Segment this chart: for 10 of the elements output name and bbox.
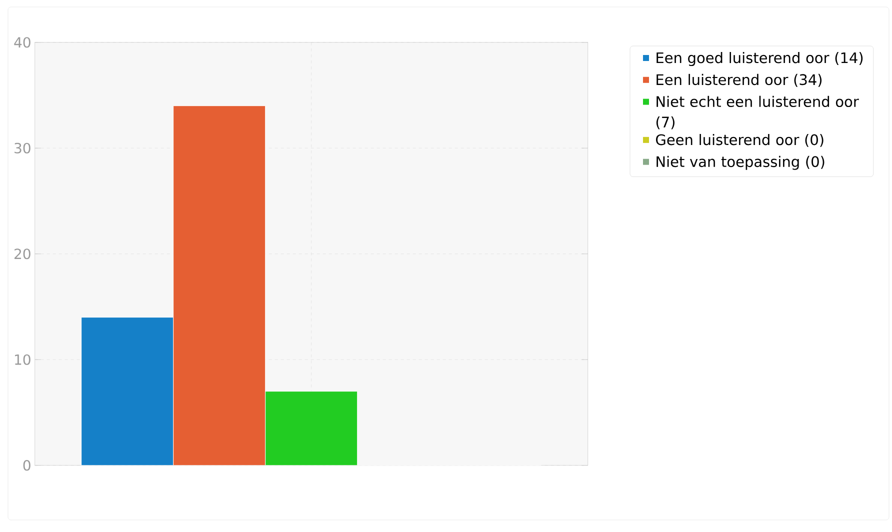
y-tick-label: 10 bbox=[15, 354, 30, 365]
y-tick-label: 40 bbox=[14, 37, 30, 48]
y-tick-label: 30 bbox=[14, 142, 30, 154]
y-tick-label: 20 bbox=[14, 248, 30, 260]
legend-label: Niet echt een luisterend oor (7) bbox=[656, 96, 859, 130]
legend-label: Een goed luisterend oor (14) bbox=[656, 52, 863, 66]
legend-label: Geen luisterend oor (0) bbox=[656, 134, 824, 147]
legend-label: Niet van toepassing (0) bbox=[656, 156, 824, 170]
legend-label: Een luisterend oor (34) bbox=[656, 74, 822, 87]
y-tick-label: 0 bbox=[23, 460, 30, 471]
